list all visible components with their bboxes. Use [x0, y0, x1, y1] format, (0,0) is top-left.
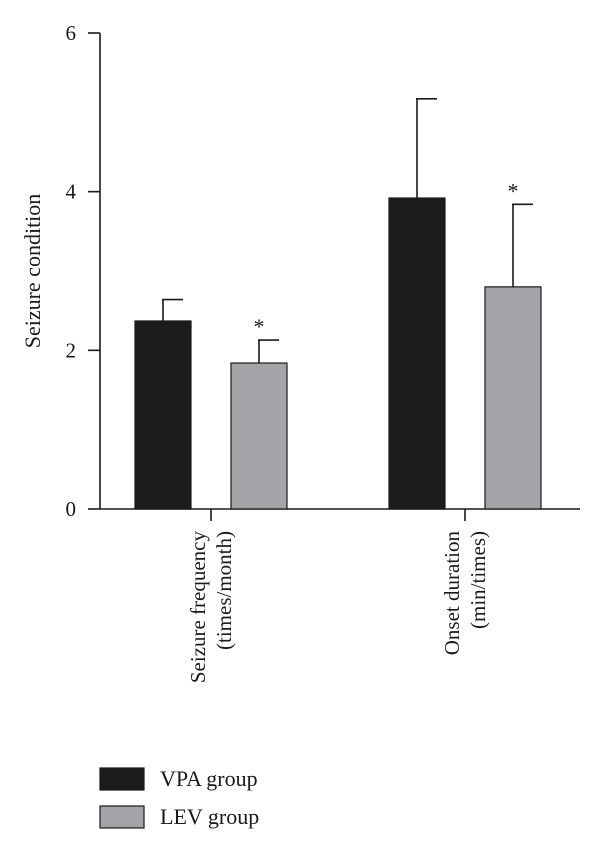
legend-swatch-vpa: [99, 767, 145, 791]
bar-vpa-0: [134, 320, 192, 510]
y-ticks: 0 2 4 6: [66, 21, 100, 521]
y-tick-label-0: 0: [66, 497, 77, 521]
bars: [134, 197, 542, 510]
category-label-1-line-0: Onset duration: [440, 531, 464, 656]
y-tick-label-3: 6: [66, 21, 77, 45]
y-axis: 0 2 4 6: [66, 21, 101, 521]
legend-swatch-lev: [99, 805, 145, 829]
significance-star-1: *: [508, 178, 519, 203]
category-label-0-line-1: (times/month): [212, 531, 236, 650]
category-label-1: Onset duration (min/times): [440, 531, 490, 656]
x-axis: [100, 508, 580, 521]
y-tick-label-2: 4: [66, 180, 77, 204]
bar-lev-1: [484, 286, 542, 510]
category-labels: Seizure frequency (times/month) Onset dura…: [186, 531, 490, 684]
bar-vpa-1: [388, 197, 446, 510]
y-tick-label-1: 2: [66, 338, 77, 362]
category-label-1-line-1: (min/times): [466, 531, 490, 629]
legend: VPA group LEV group: [99, 766, 259, 829]
significance-star-0: *: [254, 314, 265, 339]
category-label-0-line-0: Seizure frequency: [186, 531, 210, 684]
y-axis-label: Seizure condition: [20, 194, 45, 349]
x-ticks: [210, 509, 466, 521]
legend-label-vpa: VPA group: [160, 766, 258, 791]
error-bars: [162, 98, 533, 364]
bar-lev-0: [230, 362, 288, 510]
category-label-0: Seizure frequency (times/month): [186, 531, 236, 684]
legend-label-lev: LEV group: [160, 804, 259, 829]
significance-marks: **: [254, 178, 519, 339]
